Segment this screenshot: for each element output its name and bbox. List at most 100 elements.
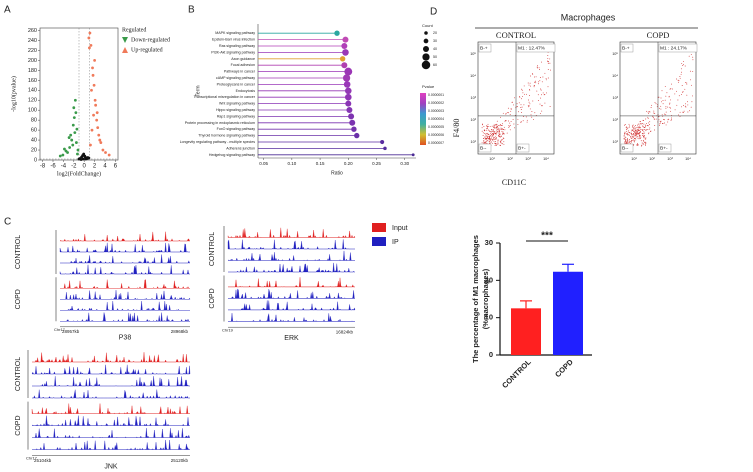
- event-dot: [634, 134, 636, 136]
- event-dot: [628, 141, 630, 143]
- point: [92, 83, 96, 87]
- event-dot: [487, 129, 489, 131]
- legend-label: Up-regulated: [131, 47, 163, 53]
- event-dot: [646, 124, 648, 126]
- quadrant-box: [478, 143, 492, 153]
- event-dot: [646, 122, 648, 124]
- dot: [348, 113, 355, 120]
- coverage-track: [227, 227, 356, 239]
- event-dot: [664, 113, 665, 115]
- event-dot: [517, 118, 519, 120]
- dot: [344, 93, 352, 101]
- legend-label: 0.0000004: [428, 117, 444, 121]
- x-tick-label: 10²: [507, 157, 513, 161]
- coverage-track: [228, 262, 355, 273]
- event-dot: [516, 103, 518, 105]
- event-dot: [653, 112, 655, 114]
- event-dot: [645, 142, 647, 143]
- y-tick-label: 140: [28, 88, 37, 94]
- event-dot: [633, 144, 635, 146]
- y-tick-label: 20: [485, 275, 493, 284]
- x-tick-label: 0: [83, 164, 87, 170]
- event-dot: [639, 130, 641, 132]
- group-label: COPD: [15, 289, 22, 309]
- coverage-track: [227, 300, 356, 311]
- event-dot: [670, 119, 672, 121]
- event-dot: [526, 119, 528, 121]
- event-dot: [633, 128, 635, 130]
- event-dot: [648, 112, 650, 114]
- event-dot: [489, 130, 491, 132]
- legend-label: IP: [392, 239, 399, 246]
- event-dot: [492, 139, 494, 141]
- event-dot: [640, 130, 642, 132]
- event-dot: [641, 123, 643, 125]
- event-dot: [659, 124, 661, 126]
- event-dot: [682, 63, 684, 65]
- event-dot: [636, 134, 638, 136]
- dot: [383, 146, 387, 151]
- event-dot: [688, 55, 690, 57]
- event-dot: [530, 114, 532, 116]
- event-dot: [502, 112, 504, 114]
- event-dot: [687, 101, 689, 103]
- event-dot: [648, 129, 650, 131]
- event-dot: [520, 122, 522, 123]
- event-dot: [513, 123, 515, 125]
- dot: [411, 153, 415, 157]
- event-dot: [627, 133, 629, 135]
- event-dot: [638, 144, 639, 146]
- event-dot: [517, 124, 519, 126]
- event-dot: [623, 137, 625, 139]
- event-dot: [486, 139, 488, 141]
- y-tick-label: 0: [34, 157, 37, 163]
- event-dot: [629, 134, 630, 136]
- y-tick-label: 10⁴: [470, 74, 476, 78]
- event-dot: [508, 120, 509, 122]
- event-dot: [645, 137, 647, 139]
- event-dot: [533, 118, 534, 120]
- event-dot: [525, 93, 527, 95]
- event-dot: [651, 104, 653, 106]
- legend-label: 60: [433, 63, 437, 67]
- event-dot: [628, 123, 630, 125]
- x-axis-title: Ratio: [331, 170, 343, 176]
- event-dot: [492, 134, 494, 136]
- event-dot: [635, 130, 637, 131]
- event-dot: [496, 132, 498, 134]
- event-dot: [521, 98, 523, 100]
- event-dot: [631, 137, 633, 139]
- event-dot: [485, 135, 487, 137]
- event-dot: [493, 133, 495, 135]
- coverage-track: [227, 250, 355, 262]
- y-tick-label: 10⁴: [612, 74, 618, 78]
- point: [95, 111, 99, 115]
- event-dot: [496, 125, 498, 127]
- y-tick-label: 10²: [613, 118, 619, 122]
- dot: [341, 62, 348, 69]
- event-dot: [637, 137, 639, 139]
- category-label: Epstein-Barr virus infection: [212, 38, 255, 42]
- event-dot: [482, 132, 484, 134]
- event-dot: [642, 133, 644, 135]
- y-tick-label: 80: [31, 118, 37, 124]
- panel-label: C: [4, 217, 11, 228]
- event-dot: [547, 60, 548, 62]
- event-dot: [500, 116, 502, 118]
- event-dot: [547, 55, 549, 56]
- event-dot: [526, 121, 528, 123]
- event-dot: [641, 145, 642, 147]
- event-dot: [489, 141, 491, 143]
- size-key: [424, 31, 428, 35]
- event-dot: [624, 124, 626, 126]
- point: [97, 133, 101, 137]
- event-dot: [638, 130, 639, 131]
- size-key: [422, 53, 430, 61]
- y-tick-label: 30: [485, 238, 493, 247]
- legend-label: 0.0000002: [428, 101, 444, 105]
- event-dot: [535, 76, 537, 78]
- coverage-track: [32, 389, 190, 399]
- point: [77, 157, 81, 161]
- event-dot: [482, 135, 484, 136]
- event-dot: [686, 94, 688, 96]
